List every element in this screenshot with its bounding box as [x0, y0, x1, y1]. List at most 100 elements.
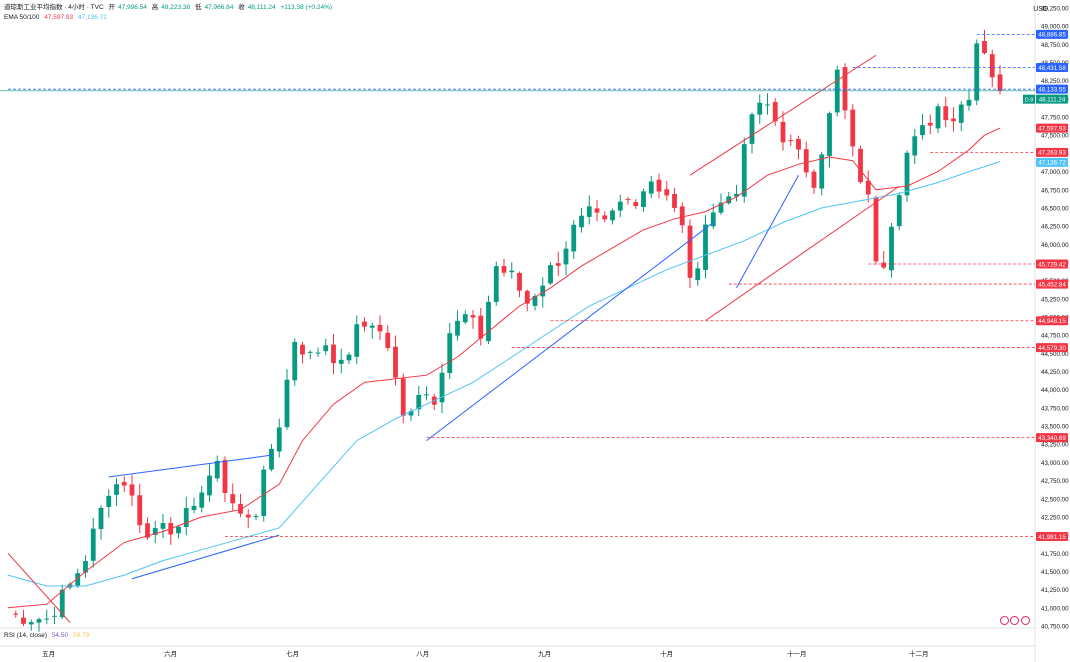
- candle-body: [245, 514, 251, 518]
- price-tag-label: 45,729.42: [1038, 261, 1066, 268]
- candle-body: [703, 224, 708, 270]
- candle-body: [269, 448, 274, 470]
- candle-body: [493, 266, 499, 302]
- symbol-title: 道琼斯工业平均指数 · 4小时 · TVC: [4, 4, 104, 11]
- ema100-line: [7, 161, 1001, 587]
- candle-body: [943, 106, 949, 121]
- price-tag-label: 43,340.69: [1038, 435, 1066, 442]
- y-tick-label: 42,500.00: [1041, 496, 1069, 503]
- candle-body: [912, 136, 918, 156]
- price-tag-bg: [1036, 279, 1068, 289]
- countdown-label: D.8: [1025, 97, 1034, 103]
- rsi-ma-value: 59.79: [72, 632, 90, 639]
- candle-body: [517, 272, 522, 291]
- y-tick-label: 47,750.00: [1041, 115, 1069, 122]
- rsi-legend[interactable]: RSI (14, close) 54.50 59.79: [4, 631, 92, 640]
- price-tag-label: 48,431.58: [1038, 65, 1066, 72]
- candle-body: [400, 378, 406, 416]
- candle-body: [811, 171, 817, 188]
- ema50-value: 47,597.93: [44, 14, 74, 21]
- price-tag: 45,729.42: [1036, 259, 1068, 269]
- price-tag-bg: [1036, 531, 1068, 541]
- y-tick-label: 46,750.00: [1041, 187, 1069, 194]
- candle-body: [602, 215, 608, 220]
- candle-body: [695, 268, 701, 281]
- candle-body: [152, 528, 158, 535]
- candle-body: [966, 99, 972, 106]
- price-tag: 48,133.55: [1036, 84, 1068, 94]
- price-tag-bg: [1036, 147, 1068, 157]
- price-tag-label: 48,111.24: [1039, 96, 1066, 103]
- candle-body: [927, 122, 933, 126]
- candle-body: [617, 201, 623, 211]
- close-value: 48,111.24: [247, 4, 276, 11]
- price-tag-label: 47,136.72: [1038, 160, 1066, 167]
- y-tick-label: 43,750.00: [1041, 405, 1069, 412]
- events-flags[interactable]: [1000, 612, 1030, 630]
- y-tick-label: 49,250.00: [1041, 6, 1069, 13]
- candle-body: [718, 202, 724, 213]
- candle-body: [974, 43, 980, 101]
- y-tick-label: 42,250.00: [1041, 514, 1069, 521]
- countdown-bg: [1023, 94, 1035, 104]
- price-tag: 47,263.93: [1036, 147, 1068, 157]
- y-tick-label: 41,000.00: [1041, 605, 1069, 612]
- candle-body: [276, 427, 282, 452]
- y-tick-label: 41,500.00: [1041, 569, 1069, 576]
- price-tag-label: 47,597.93: [1038, 125, 1066, 132]
- candle-body: [780, 121, 786, 143]
- candle-body: [455, 320, 460, 336]
- price-tag: 44,579.30: [1036, 343, 1068, 353]
- candle-body: [176, 526, 181, 534]
- price-tag: 44,948.15: [1036, 316, 1068, 326]
- candle-body: [300, 344, 305, 355]
- candle-body: [563, 248, 569, 265]
- candle-body: [958, 104, 964, 123]
- candle-body: [532, 296, 538, 306]
- ema-legend[interactable]: EMA 50/100 47,597.93 47,136.72: [4, 13, 110, 22]
- candle-body: [28, 622, 34, 625]
- x-tick-label: 十二月: [909, 649, 929, 658]
- candle-body: [199, 492, 205, 508]
- candle-body: [842, 67, 848, 111]
- y-tick-label: 48,750.00: [1041, 42, 1069, 49]
- x-tick-label: 十一月: [787, 649, 807, 658]
- ema-label: EMA 50/100: [4, 14, 40, 21]
- candle-body: [486, 301, 491, 342]
- candle-body: [889, 226, 894, 271]
- candle-body: [540, 285, 546, 297]
- y-tick-label: 47,500.00: [1041, 133, 1069, 140]
- candle-body: [36, 619, 42, 623]
- price-tag-bg: [1036, 29, 1068, 39]
- price-tag: 47,136.72: [1036, 157, 1068, 167]
- candle-body: [408, 411, 414, 416]
- us-flag-icon[interactable]: [1000, 616, 1009, 625]
- y-tick-label: 40,750.00: [1041, 624, 1069, 631]
- candle-body: [935, 106, 941, 129]
- y-tick-label: 41,750.00: [1041, 551, 1069, 558]
- y-tick-label: 47,000.00: [1041, 169, 1069, 176]
- y-tick-label: 43,500.00: [1041, 424, 1069, 431]
- candle-body: [982, 40, 987, 54]
- price-tag-label: 48,886.85: [1038, 32, 1066, 39]
- change-value: +113.38 (+0.24%): [280, 4, 333, 11]
- us-flag-icon[interactable]: [1010, 616, 1020, 625]
- us-flag-icon[interactable]: [1020, 616, 1030, 625]
- rsi-value: 54.50: [51, 632, 69, 639]
- x-tick-label: 九月: [538, 649, 551, 658]
- candle-body: [222, 460, 228, 494]
- candle-body: [323, 345, 329, 352]
- price-tag-label: 41,981.15: [1038, 534, 1066, 541]
- open-label: 开: [108, 4, 115, 11]
- price-tag: 45,452.84: [1036, 279, 1068, 289]
- y-tick-label: 41,250.00: [1041, 587, 1069, 594]
- low-value: 47,966.84: [204, 4, 234, 11]
- price-tag-bg: [1036, 123, 1068, 133]
- price-tag-bg: [1036, 84, 1068, 94]
- price-tag-label: 47,263.93: [1038, 150, 1066, 157]
- ema100-value: 47,136.72: [77, 14, 107, 21]
- candle-body: [160, 523, 166, 529]
- candle-body: [757, 102, 763, 115]
